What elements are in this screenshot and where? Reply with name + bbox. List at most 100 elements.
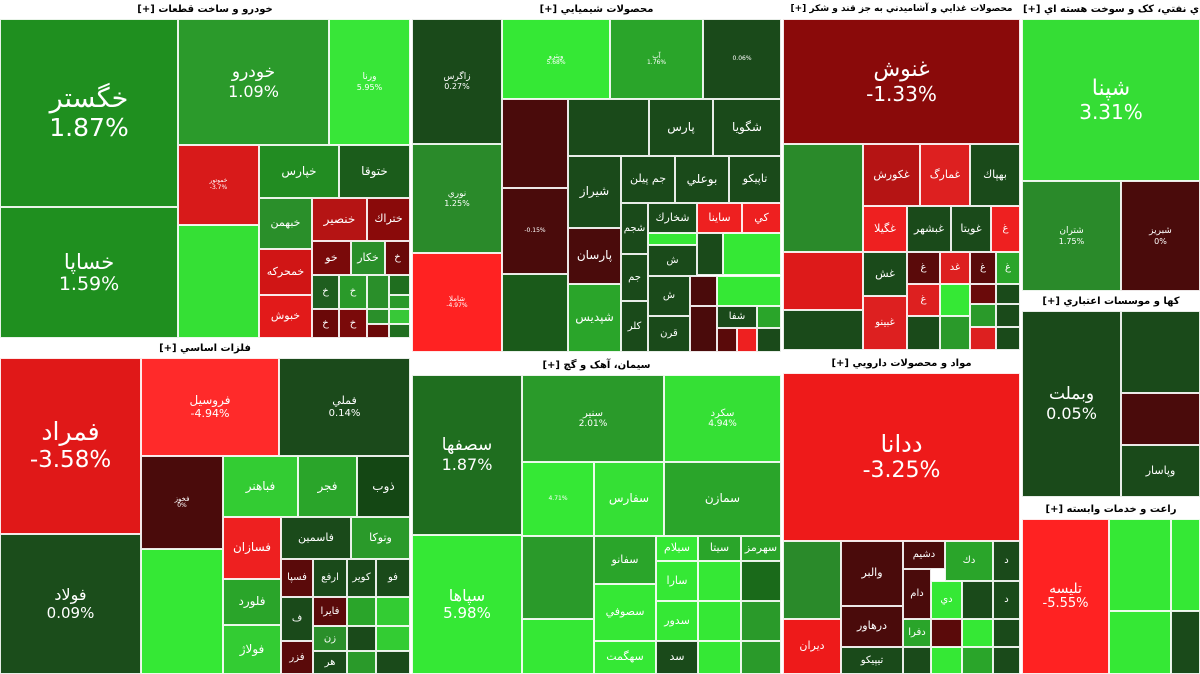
stock-tile[interactable]: [993, 619, 1020, 647]
stock-tile[interactable]: [376, 597, 410, 626]
expand-toggle[interactable]: [+]: [1045, 504, 1064, 515]
stock-tile[interactable]: سكرد 4.94%: [664, 375, 781, 462]
stock-tile[interactable]: [1171, 519, 1200, 611]
stock-tile[interactable]: [962, 647, 993, 674]
stock-tile[interactable]: ذوب: [357, 456, 410, 517]
stock-tile[interactable]: جم: [621, 254, 648, 301]
stock-tile[interactable]: فاسمين: [281, 517, 351, 559]
stock-tile[interactable]: فروسيل -4.94%: [141, 358, 279, 456]
stock-tile[interactable]: خ: [339, 275, 367, 309]
stock-tile[interactable]: [723, 233, 781, 275]
stock-tile[interactable]: [1171, 611, 1200, 674]
stock-tile[interactable]: سپاها 5.98%: [412, 535, 522, 674]
stock-tile[interactable]: تاپيكو: [729, 156, 781, 203]
stock-tile[interactable]: [783, 144, 863, 252]
stock-tile[interactable]: غ: [907, 252, 940, 284]
stock-tile[interactable]: خمحركه: [259, 249, 312, 295]
stock-tile[interactable]: غ: [907, 284, 940, 316]
stock-tile[interactable]: [347, 626, 376, 651]
stock-tile[interactable]: فخوز 0%: [141, 456, 223, 549]
stock-tile[interactable]: خبوش: [259, 295, 312, 338]
stock-tile[interactable]: وبملت 0.05%: [1022, 311, 1121, 497]
stock-tile[interactable]: ختوقا: [339, 145, 410, 198]
stock-tile[interactable]: [690, 276, 717, 306]
stock-tile[interactable]: 4.71%: [522, 462, 594, 536]
stock-tile[interactable]: [931, 619, 962, 647]
stock-tile[interactable]: فسپا: [281, 559, 313, 597]
stock-tile[interactable]: خگستر 1.87%: [0, 19, 178, 207]
stock-tile[interactable]: فملي 0.14%: [279, 358, 410, 456]
stock-tile[interactable]: د: [993, 581, 1020, 619]
stock-tile[interactable]: ساينا: [697, 203, 742, 233]
stock-tile[interactable]: [962, 581, 993, 619]
stock-tile[interactable]: [690, 306, 717, 352]
expand-toggle[interactable]: [+]: [137, 4, 155, 15]
stock-tile[interactable]: فولاژ: [223, 625, 281, 674]
stock-tile[interactable]: دشيم: [903, 541, 945, 569]
stock-tile[interactable]: [367, 309, 389, 324]
stock-tile[interactable]: فزر: [281, 641, 313, 674]
stock-tile[interactable]: تليسه -5.55%: [1022, 519, 1109, 674]
stock-tile[interactable]: [698, 641, 741, 674]
stock-tile[interactable]: فسازان: [223, 517, 281, 579]
stock-tile[interactable]: ورنا 5.95%: [329, 19, 410, 145]
stock-tile[interactable]: غمارگ: [920, 144, 970, 206]
stock-tile[interactable]: فايرا: [313, 597, 347, 626]
stock-tile[interactable]: ف: [281, 597, 313, 641]
stock-tile[interactable]: [737, 328, 757, 352]
stock-tile[interactable]: كوير: [347, 559, 376, 597]
expand-toggle[interactable]: [+]: [790, 4, 807, 14]
stock-tile[interactable]: غش: [863, 252, 907, 296]
stock-tile[interactable]: [698, 561, 741, 601]
stock-tile[interactable]: شفا: [717, 306, 757, 328]
stock-tile[interactable]: ختراك: [367, 198, 410, 241]
stock-tile[interactable]: سارا: [656, 561, 698, 601]
stock-tile[interactable]: شپديس: [568, 284, 621, 352]
stock-tile[interactable]: سفانو: [594, 536, 656, 584]
stock-tile[interactable]: غبينو: [863, 296, 907, 350]
stock-tile[interactable]: شپنا 3.31%: [1022, 19, 1200, 181]
stock-tile[interactable]: [996, 284, 1020, 304]
stock-tile[interactable]: غگيلا: [863, 206, 907, 252]
stock-tile[interactable]: خودرو 1.09%: [178, 19, 329, 145]
stock-tile[interactable]: [757, 328, 781, 352]
stock-tile[interactable]: سمازن: [664, 462, 781, 536]
stock-tile[interactable]: خساپا 1.59%: [0, 207, 178, 338]
stock-tile[interactable]: فو: [376, 559, 410, 597]
stock-tile[interactable]: سهگمت: [594, 641, 656, 674]
stock-tile[interactable]: وتوكا: [351, 517, 410, 559]
stock-tile[interactable]: بهپاك: [970, 144, 1020, 206]
stock-tile[interactable]: شاملا -4.97%: [412, 253, 502, 352]
stock-tile[interactable]: خنصير: [312, 198, 367, 241]
stock-tile[interactable]: خكار: [351, 241, 385, 275]
stock-tile[interactable]: شتران 1.75%: [1022, 181, 1121, 291]
stock-tile[interactable]: سصفها 1.87%: [412, 375, 522, 535]
stock-tile[interactable]: پارسان: [568, 228, 621, 284]
stock-tile[interactable]: خموتور -3.7%: [178, 145, 259, 225]
stock-tile[interactable]: [522, 536, 594, 619]
stock-tile[interactable]: شيراز: [568, 156, 621, 228]
stock-tile[interactable]: [717, 328, 737, 352]
stock-tile[interactable]: [970, 304, 996, 327]
stock-tile[interactable]: غ: [970, 252, 996, 284]
stock-tile[interactable]: خبهمن: [259, 198, 312, 249]
stock-tile[interactable]: وپاسار: [1121, 445, 1200, 497]
stock-tile[interactable]: شجم: [621, 203, 648, 254]
stock-tile[interactable]: غنوش -1.33%: [783, 19, 1020, 144]
stock-tile[interactable]: [907, 316, 940, 350]
stock-tile[interactable]: [940, 284, 970, 316]
stock-tile[interactable]: هر: [313, 651, 347, 674]
stock-tile[interactable]: سدور: [656, 601, 698, 641]
stock-tile[interactable]: غبشهر: [907, 206, 951, 252]
stock-tile[interactable]: شگويا: [713, 99, 781, 156]
stock-tile[interactable]: دفرا: [903, 619, 931, 647]
stock-tile[interactable]: قرن: [648, 316, 690, 352]
stock-tile[interactable]: زن: [313, 626, 347, 651]
stock-tile[interactable]: بوعلي: [675, 156, 729, 203]
stock-tile[interactable]: والبر: [841, 541, 903, 606]
stock-tile[interactable]: غويتا: [951, 206, 991, 252]
stock-tile[interactable]: سد: [656, 641, 698, 674]
stock-tile[interactable]: سفارس: [594, 462, 664, 536]
stock-tile[interactable]: خ: [312, 275, 339, 309]
stock-tile[interactable]: شخارك: [648, 203, 697, 233]
